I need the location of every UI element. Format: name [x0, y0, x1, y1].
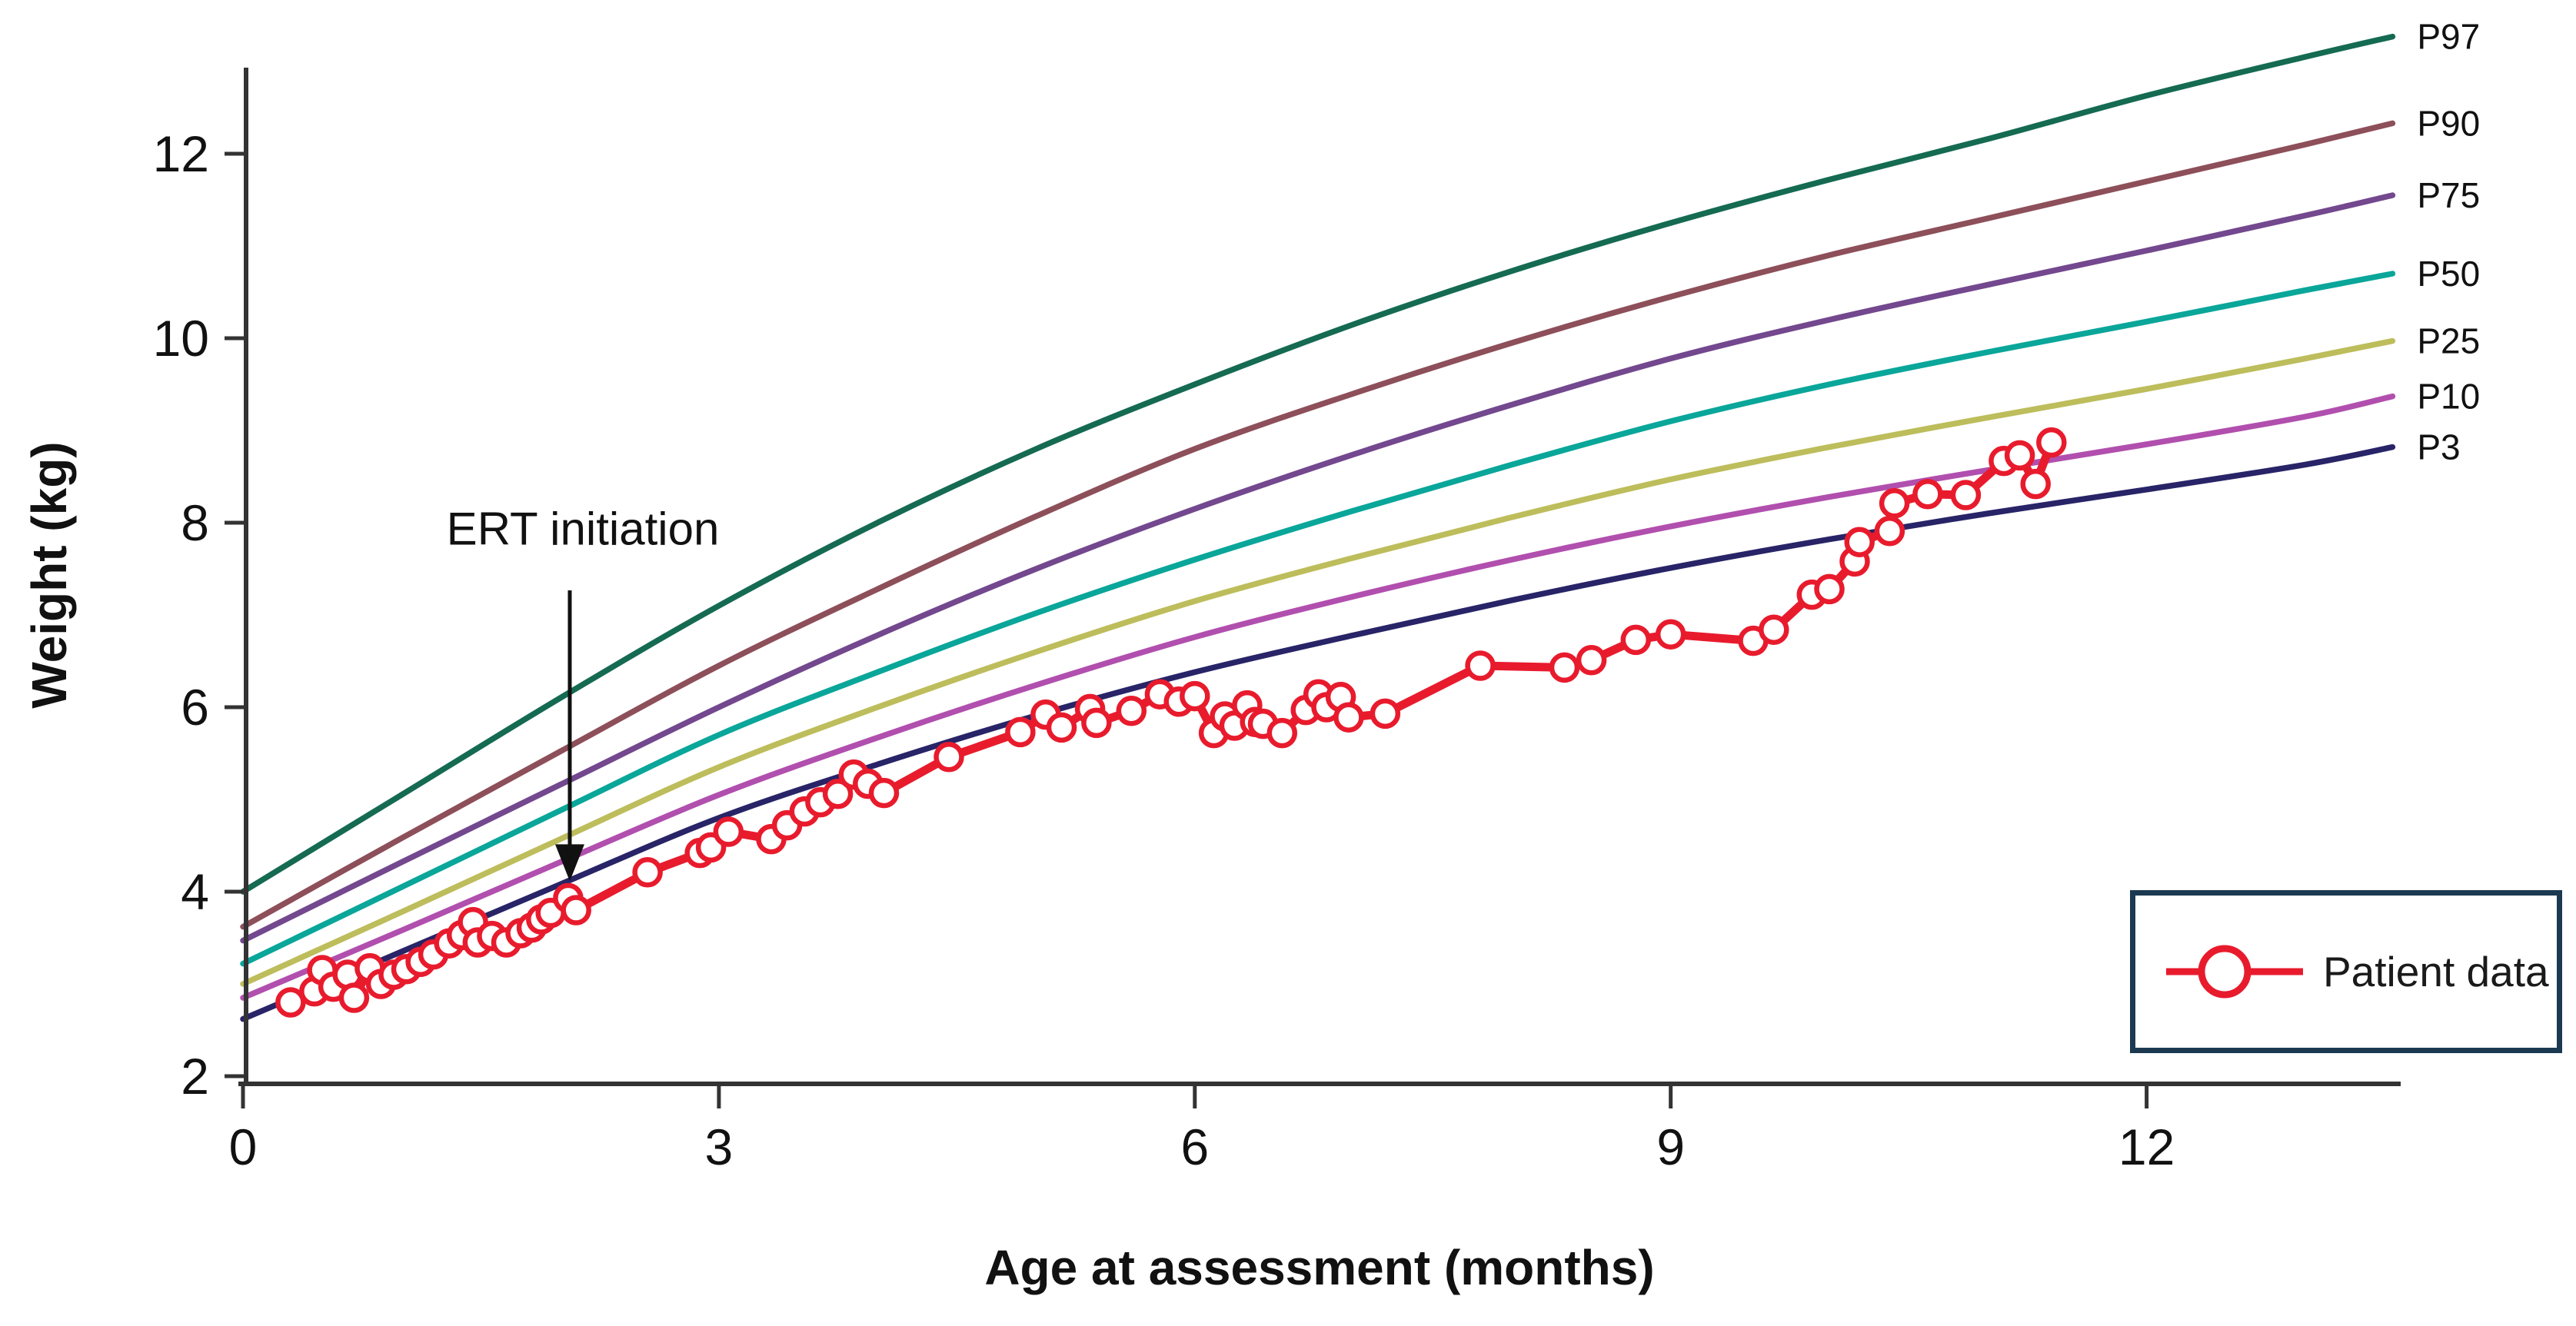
- patient-point: [1620, 624, 1652, 656]
- y-axis-title: Weight (kg): [22, 441, 77, 709]
- patient-point: [275, 987, 306, 1018]
- patient-point: [1655, 619, 1686, 650]
- patient-point: [1576, 645, 1607, 676]
- patient-point: [1814, 573, 1845, 605]
- percentile-label-P75: P75: [2417, 175, 2480, 215]
- percentile-curve-P75: [240, 192, 2396, 944]
- patient-point: [1879, 488, 1910, 519]
- x-tick-label: 9: [1656, 1118, 1685, 1175]
- percentile-label-P90: P90: [2417, 103, 2480, 143]
- y-tick-label: 6: [181, 679, 209, 736]
- x-axis-title: Age at assessment (months): [984, 1240, 1655, 1295]
- legend-box: Patient data: [2130, 890, 2562, 1053]
- patient-point: [1005, 716, 1036, 748]
- patient-point: [2004, 440, 2035, 471]
- percentile-label-P50: P50: [2417, 254, 2480, 294]
- patient-point: [1465, 650, 1496, 681]
- y-tick-label: 10: [153, 310, 209, 367]
- percentile-curve-P3: [240, 444, 2396, 1022]
- patient-point: [1549, 652, 1580, 683]
- percentile-label-P10: P10: [2417, 377, 2480, 417]
- y-axis-ticks: 2 4 6 8 10 12: [153, 125, 246, 1105]
- ert-initiation-annotation: ERT initiation: [446, 503, 720, 555]
- patient-point: [1912, 479, 1943, 510]
- legend-label: Patient data: [2323, 948, 2549, 995]
- axes: [238, 68, 2401, 1086]
- percentile-label-P25: P25: [2417, 321, 2480, 361]
- y-tick-label: 8: [181, 494, 209, 551]
- percentile-curve-P50: [240, 271, 2396, 967]
- patient-point: [713, 816, 744, 847]
- patient-point: [1046, 712, 1077, 743]
- patient-point: [868, 777, 900, 809]
- legend-marker-circle: [2198, 945, 2252, 999]
- patient-point: [1844, 527, 1875, 557]
- y-tick-label: 2: [181, 1048, 209, 1105]
- patient-point: [1266, 717, 1298, 749]
- percentile-curve-P97: [240, 33, 2396, 895]
- percentile-curve-P10: [240, 393, 2396, 1001]
- x-axis-ticks: 0 3 6 9 12: [229, 1084, 2175, 1175]
- patient-point: [632, 857, 663, 888]
- ert-arrow-head: [554, 844, 584, 882]
- x-tick-label: 3: [705, 1118, 734, 1175]
- patient-point: [1874, 516, 1905, 547]
- x-tick-label: 6: [1180, 1118, 1209, 1175]
- patient-point: [1116, 696, 1147, 726]
- patient-data-marker-icon: [2166, 945, 2303, 999]
- percentile-label-P97: P97: [2417, 17, 2480, 57]
- patient-series: [275, 427, 2067, 1018]
- patient-point: [1759, 614, 1789, 645]
- patient-point: [822, 779, 854, 809]
- ert-arrow: [554, 590, 584, 882]
- patient-point: [1081, 707, 1112, 739]
- percentile-curve-P90: [240, 120, 2396, 930]
- patient-point: [1370, 698, 1401, 729]
- patient-point: [1950, 480, 1982, 510]
- x-tick-label: 0: [229, 1118, 258, 1175]
- patient-point: [561, 895, 591, 926]
- percentile-curves: P97 P90 P75 P50 P25 P10 P3: [240, 17, 2480, 1022]
- patient-point: [338, 982, 370, 1013]
- patient-point: [934, 742, 964, 773]
- patient-point: [1180, 680, 1210, 712]
- percentile-label-P3: P3: [2417, 427, 2460, 467]
- patient-point: [1333, 702, 1364, 733]
- y-tick-label: 12: [153, 125, 209, 182]
- patient-point: [2036, 427, 2067, 458]
- y-tick-label: 4: [181, 863, 209, 920]
- percentile-curve-P25: [240, 337, 2396, 987]
- patient-point: [2020, 468, 2051, 500]
- x-tick-label: 12: [2118, 1118, 2175, 1175]
